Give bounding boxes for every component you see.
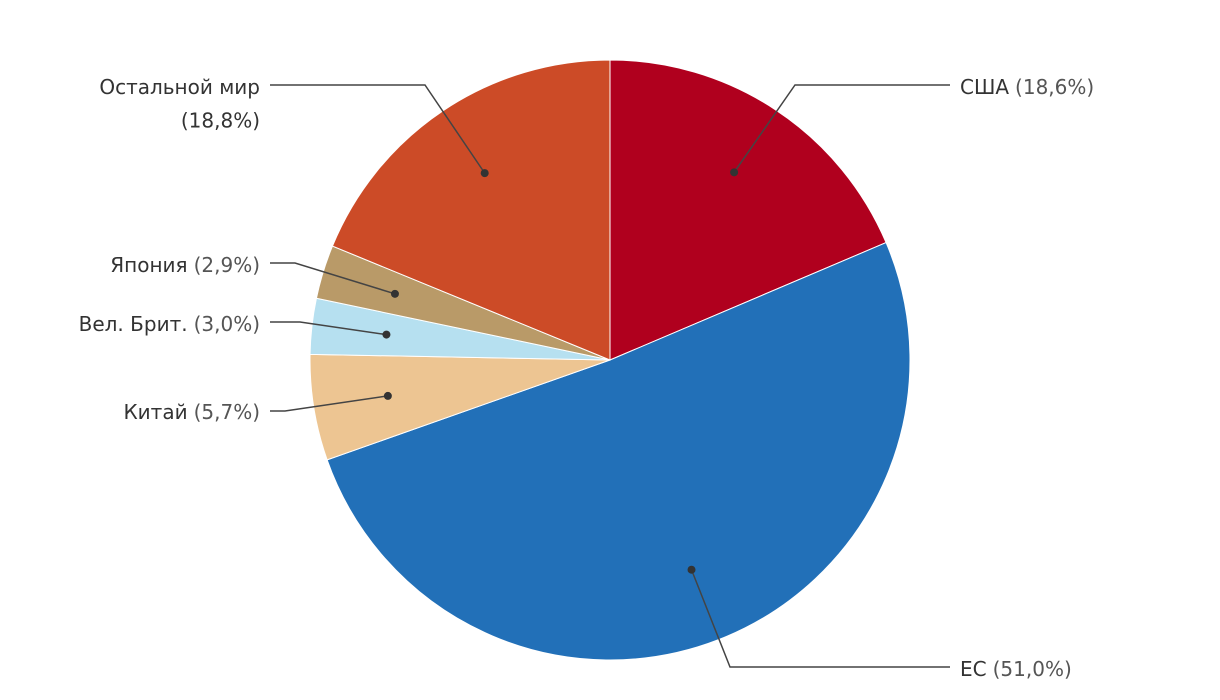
- value-label: (3,0%): [194, 312, 260, 336]
- leader-line: [733, 84, 950, 173]
- leader-dot: [390, 289, 399, 298]
- category-name: ЕС: [960, 657, 987, 681]
- leader-line: [270, 395, 388, 412]
- value-label: (2,9%): [194, 253, 260, 277]
- pie-slice: [609, 59, 887, 361]
- category-name: Остальной мир: [99, 75, 260, 99]
- leader-dot: [687, 565, 696, 574]
- slice-label: США (18,6%): [960, 75, 1094, 99]
- leader-dot: [480, 169, 489, 178]
- category-name: Япония: [110, 253, 187, 277]
- category-name: Вел. Брит.: [79, 312, 188, 336]
- category-name: Китай: [123, 400, 187, 424]
- slice-label: Вел. Брит. (3,0%): [79, 312, 260, 336]
- value-label: (5,7%): [194, 400, 260, 424]
- value-label: (51,0%): [993, 657, 1072, 681]
- leader-line: [690, 569, 950, 668]
- leader-dot: [730, 168, 739, 177]
- leader-line: [270, 262, 396, 295]
- leader-dot: [382, 330, 391, 339]
- slice-label: ЕС (51,0%): [960, 657, 1072, 681]
- leader-line: [270, 321, 387, 336]
- slice-label: Китай (5,7%): [123, 400, 260, 424]
- leader-line: [270, 84, 486, 174]
- value-label: (18,6%): [1015, 75, 1094, 99]
- leader-dot: [383, 391, 392, 400]
- slice-label: Япония (2,9%): [110, 253, 260, 277]
- value-label: (18,8%): [181, 109, 260, 133]
- category-name: США: [960, 75, 1009, 99]
- slice-label: Остальной мир: [99, 75, 260, 99]
